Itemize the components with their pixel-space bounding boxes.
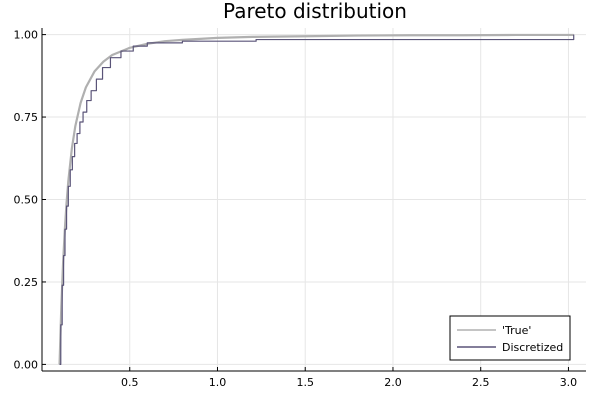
chart-title: Pareto distribution — [223, 0, 407, 23]
legend-box — [449, 315, 571, 361]
legend-label-discretized: Discretized — [502, 341, 563, 354]
grid — [42, 28, 586, 371]
series-line-true — [58, 33, 574, 365]
x-tick-label: 1.5 — [296, 376, 314, 389]
series — [58, 33, 575, 366]
y-tick-label: 0.50 — [14, 194, 39, 207]
legend-label-true: 'True' — [502, 324, 531, 337]
y-tick-label: 1.00 — [14, 29, 39, 42]
x-tick-label: 1.0 — [209, 376, 227, 389]
y-tick-label: 0.25 — [14, 276, 39, 289]
x-tick-label: 0.5 — [121, 376, 139, 389]
legend: 'True' Discretized — [449, 315, 571, 361]
x-tick-label: 3.0 — [560, 376, 578, 389]
x-tick-label: 2.5 — [472, 376, 490, 389]
tick-labels: 0.5 1.0 1.5 2.0 2.5 3.0 0.00 0.25 0.50 0.75 1.00 — [14, 29, 578, 389]
y-tick-label: 0.00 — [14, 358, 39, 371]
x-tick-label: 2.0 — [384, 376, 402, 389]
series-line-discretized — [59, 34, 575, 366]
y-tick-label: 0.75 — [14, 111, 39, 124]
